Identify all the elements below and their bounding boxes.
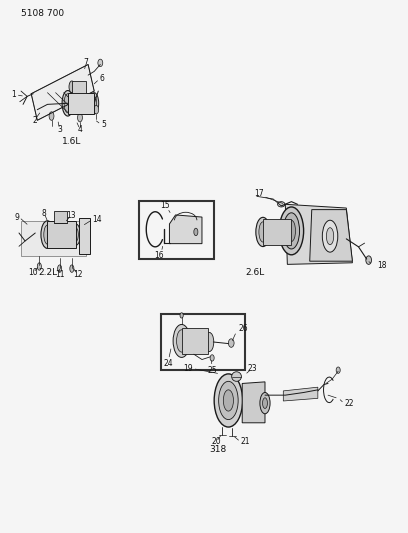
Text: 9: 9 — [14, 213, 19, 222]
Text: 21: 21 — [241, 438, 250, 447]
Polygon shape — [310, 209, 353, 261]
Ellipse shape — [37, 263, 41, 270]
Text: 2.6L: 2.6L — [245, 269, 264, 277]
Ellipse shape — [260, 392, 270, 414]
Bar — [139, 201, 214, 259]
Ellipse shape — [279, 207, 304, 255]
Text: 11: 11 — [55, 270, 64, 279]
Text: 5108 700: 5108 700 — [21, 10, 64, 19]
Polygon shape — [31, 64, 94, 120]
Ellipse shape — [73, 228, 78, 241]
Text: 22: 22 — [344, 399, 354, 408]
Text: 1.6L: 1.6L — [62, 137, 82, 146]
Text: 26: 26 — [239, 324, 248, 333]
Ellipse shape — [82, 243, 87, 252]
Text: 16: 16 — [155, 252, 164, 260]
Text: 5: 5 — [101, 120, 106, 129]
Ellipse shape — [219, 381, 238, 419]
Text: 18: 18 — [377, 261, 386, 270]
Bar — [47, 221, 76, 248]
Text: 15: 15 — [161, 201, 170, 210]
Text: 19: 19 — [183, 364, 193, 373]
Ellipse shape — [194, 228, 198, 236]
Ellipse shape — [277, 201, 285, 207]
Text: 14: 14 — [92, 215, 102, 224]
Text: 12: 12 — [73, 270, 83, 279]
Text: 20: 20 — [211, 438, 221, 447]
Text: 2: 2 — [32, 116, 37, 125]
Polygon shape — [283, 387, 318, 401]
Ellipse shape — [173, 325, 190, 358]
Polygon shape — [285, 204, 353, 264]
Ellipse shape — [263, 398, 267, 408]
Ellipse shape — [92, 96, 97, 110]
Bar — [161, 314, 245, 370]
Ellipse shape — [205, 333, 214, 352]
Ellipse shape — [287, 220, 295, 241]
Ellipse shape — [232, 372, 242, 381]
Bar — [79, 218, 90, 254]
Ellipse shape — [49, 112, 54, 120]
Ellipse shape — [326, 228, 334, 245]
Ellipse shape — [322, 220, 338, 252]
Text: 23: 23 — [247, 364, 257, 373]
Polygon shape — [242, 382, 265, 423]
Bar — [53, 211, 67, 223]
Ellipse shape — [44, 225, 51, 244]
Text: 1: 1 — [11, 90, 16, 99]
Polygon shape — [21, 221, 86, 256]
Text: 10: 10 — [29, 269, 38, 277]
Ellipse shape — [58, 265, 62, 272]
Ellipse shape — [70, 265, 74, 272]
Polygon shape — [169, 215, 202, 244]
Ellipse shape — [81, 224, 88, 237]
Ellipse shape — [256, 217, 270, 247]
Ellipse shape — [180, 313, 183, 318]
Ellipse shape — [98, 59, 103, 67]
Text: 2.2L: 2.2L — [38, 269, 57, 277]
Ellipse shape — [283, 213, 299, 249]
Text: 318: 318 — [210, 446, 227, 455]
Text: 24: 24 — [164, 359, 173, 368]
Ellipse shape — [228, 339, 234, 348]
Text: 6: 6 — [100, 74, 104, 83]
Bar — [182, 328, 208, 354]
Text: 13: 13 — [66, 211, 76, 220]
Text: 25: 25 — [207, 366, 217, 375]
Bar — [72, 81, 86, 93]
Text: 7: 7 — [84, 59, 89, 67]
Ellipse shape — [366, 256, 372, 264]
Text: 8: 8 — [42, 209, 47, 218]
Ellipse shape — [90, 93, 99, 114]
Text: 3: 3 — [57, 125, 62, 134]
Ellipse shape — [64, 94, 71, 113]
Ellipse shape — [41, 221, 54, 248]
Text: 4: 4 — [78, 125, 82, 134]
Ellipse shape — [62, 91, 73, 116]
Text: 17: 17 — [254, 189, 264, 198]
Ellipse shape — [69, 81, 75, 93]
Ellipse shape — [259, 222, 267, 242]
Ellipse shape — [223, 390, 233, 411]
Ellipse shape — [336, 367, 340, 373]
Ellipse shape — [78, 114, 82, 122]
Ellipse shape — [210, 355, 214, 361]
Ellipse shape — [214, 374, 243, 427]
Ellipse shape — [94, 106, 99, 114]
Bar — [68, 93, 94, 114]
Ellipse shape — [177, 330, 187, 352]
Ellipse shape — [71, 224, 80, 245]
Bar — [263, 219, 291, 245]
